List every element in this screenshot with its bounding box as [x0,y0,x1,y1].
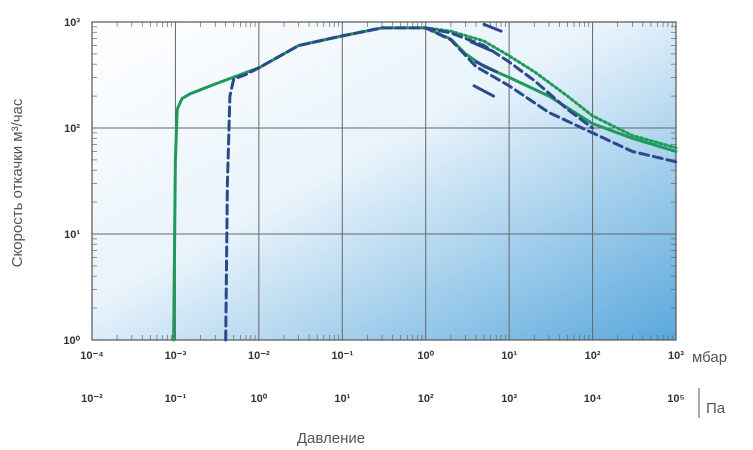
x-tick-label-mbar: 10⁻² [248,350,270,362]
x-tick-label-pa: 10⁻² [81,393,103,405]
y-tick-label: 10³ [64,17,80,29]
x-tick-label-pa: 10⁻¹ [165,393,187,405]
x-tick-label-pa: 10⁵ [667,393,684,405]
x-tick-labels-pa: 10⁻² 10⁻¹ 10⁰ 10¹ 10² 10³ 10⁴ 10⁵ [81,393,685,405]
series-layer [172,26,678,342]
series-line-navy-dashed [224,26,678,342]
annotation-layer [469,22,503,98]
y-tick-labels: 10⁰ 10¹ 10² 10³ [63,17,80,347]
y-tick-label: 10² [64,123,80,135]
navy-dash-mark [482,22,503,33]
x-tick-label-pa: 10³ [501,393,517,405]
x-tick-label-mbar: 10³ [668,350,684,362]
x-tick-label-mbar: 10⁻¹ [331,350,353,362]
navy-dash-mark [469,40,493,52]
x-tick-label-pa: 10¹ [334,393,350,405]
navy-dash-mark [472,84,496,98]
x-tick-label-mbar: 10¹ [501,350,517,362]
y-tick-label: 10¹ [64,229,80,241]
x-unit-mbar: мбар [692,349,727,366]
x-tick-label-mbar: 10⁻³ [165,350,187,362]
series-line-navy-dashed-2 [424,26,595,130]
navy-dash-mark [474,60,498,74]
plot-frame [91,21,677,341]
x-tick-label-mbar: 10⁰ [417,350,434,362]
x-tick-label-mbar: 10² [585,350,601,362]
y-axis-title: Скорость откачки м³/час [9,98,26,267]
x-tick-label-mbar: 10⁻⁴ [80,350,103,362]
x-unit-pa: Па [706,400,726,417]
series-line-green-dotted [424,26,678,150]
x-tick-label-pa: 10⁰ [251,393,268,405]
x-tick-label-pa: 10² [418,393,434,405]
x-tick-label-pa: 10⁴ [584,393,602,405]
plot-area [92,22,676,340]
x-axis-title: Давление [297,430,365,447]
x-tick-labels-mbar: 10⁻⁴ 10⁻³ 10⁻² 10⁻¹ 10⁰ 10¹ 10² 10³ [80,350,684,362]
y-tick-label: 10⁰ [63,335,80,347]
